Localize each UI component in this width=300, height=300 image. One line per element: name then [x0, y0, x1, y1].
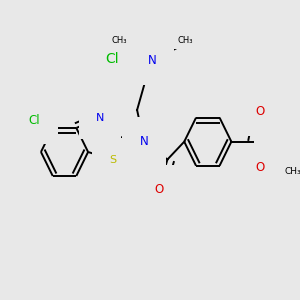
- Text: CH₃: CH₃: [112, 36, 127, 45]
- Text: CH₃: CH₃: [284, 167, 300, 176]
- Text: O: O: [154, 183, 164, 196]
- Text: CH₃: CH₃: [178, 36, 193, 45]
- Text: Cl: Cl: [105, 52, 118, 66]
- Text: H: H: [133, 52, 143, 66]
- Text: Cl: Cl: [28, 113, 40, 127]
- Text: O: O: [255, 161, 265, 174]
- Text: N: N: [96, 113, 104, 123]
- Text: O: O: [255, 106, 265, 118]
- Text: S: S: [109, 155, 116, 165]
- Text: N: N: [148, 54, 157, 67]
- Text: N: N: [140, 135, 148, 148]
